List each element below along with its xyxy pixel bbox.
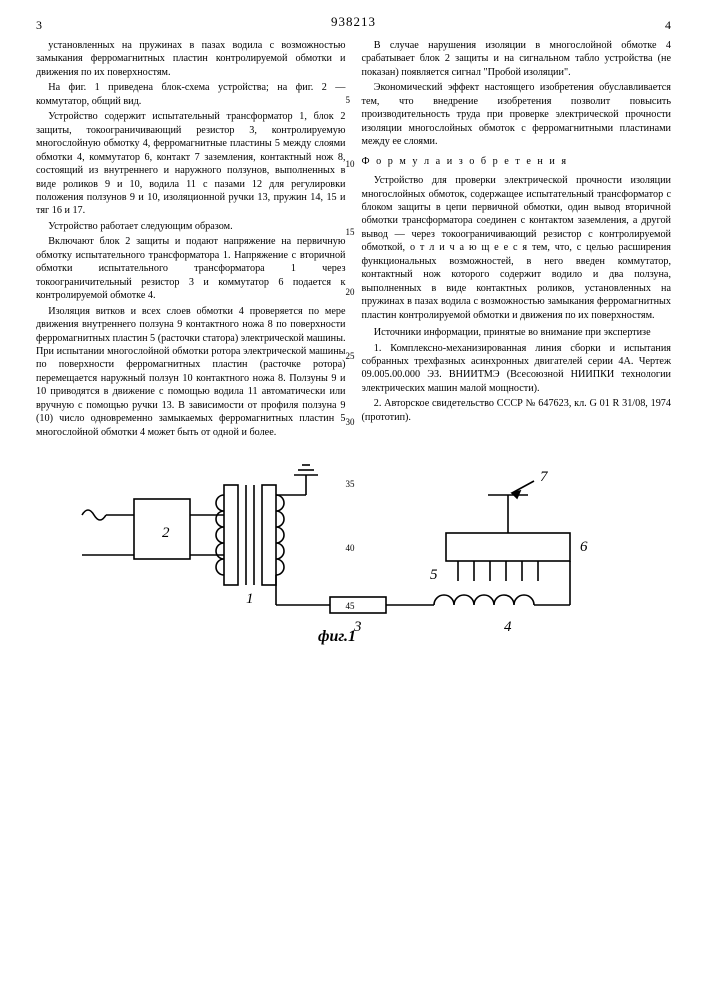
line-marker-40: 40 [346, 543, 355, 555]
right-p5: 2. Авторское свидетельство СССР № 647623… [362, 397, 672, 424]
fig-label-5: 5 [430, 567, 438, 583]
left-column: установленных на пружинах в пазах водила… [36, 39, 346, 441]
left-p6: Изоляция витков и всех слоев обмотки 4 п… [36, 305, 346, 440]
line-marker-45: 45 [346, 601, 355, 613]
line-marker-5: 5 [346, 95, 351, 107]
formula-title: Ф о р м у л а и з о б р е т е н и я [362, 155, 672, 168]
right-p3: Устройство для проверки электрической пр… [362, 174, 672, 322]
line-marker-35: 35 [346, 479, 355, 491]
right-column: 5 10 15 20 25 30 35 40 45 В случае наруш… [362, 39, 672, 441]
line-marker-10: 10 [346, 159, 355, 171]
document-number: 938213 [331, 14, 376, 30]
left-p3: Устройство содержит испытательный трансф… [36, 110, 346, 218]
figure-caption: фиг.1 [318, 628, 356, 645]
left-p2: На фиг. 1 приведена блок-схема устройств… [36, 81, 346, 108]
fig-label-6: 6 [580, 539, 588, 555]
fig-label-4: 4 [504, 619, 512, 635]
fig-label-7: 7 [540, 469, 549, 485]
right-page-number: 4 [665, 18, 671, 33]
left-p5: Включают блок 2 защиты и подают напряжен… [36, 235, 346, 302]
line-marker-25: 25 [346, 351, 355, 363]
left-page-number: 3 [36, 18, 42, 33]
fig-label-1: 1 [246, 591, 254, 607]
right-p2: Экономический эффект настоящего изобрете… [362, 81, 672, 148]
sources-title: Источники информации, принятые во вниман… [362, 326, 672, 339]
line-marker-20: 20 [346, 287, 355, 299]
right-p4: 1. Комплексно-механизированная линия сбо… [362, 342, 672, 396]
line-marker-15: 15 [346, 227, 355, 239]
left-p1: установленных на пружинах в пазах водила… [36, 39, 346, 79]
fig-label-2: 2 [162, 525, 170, 541]
left-p4: Устройство работает следующим образом. [36, 220, 346, 233]
right-p1: В случае нарушения изоляции в многослойн… [362, 39, 672, 79]
line-marker-30: 30 [346, 417, 355, 429]
